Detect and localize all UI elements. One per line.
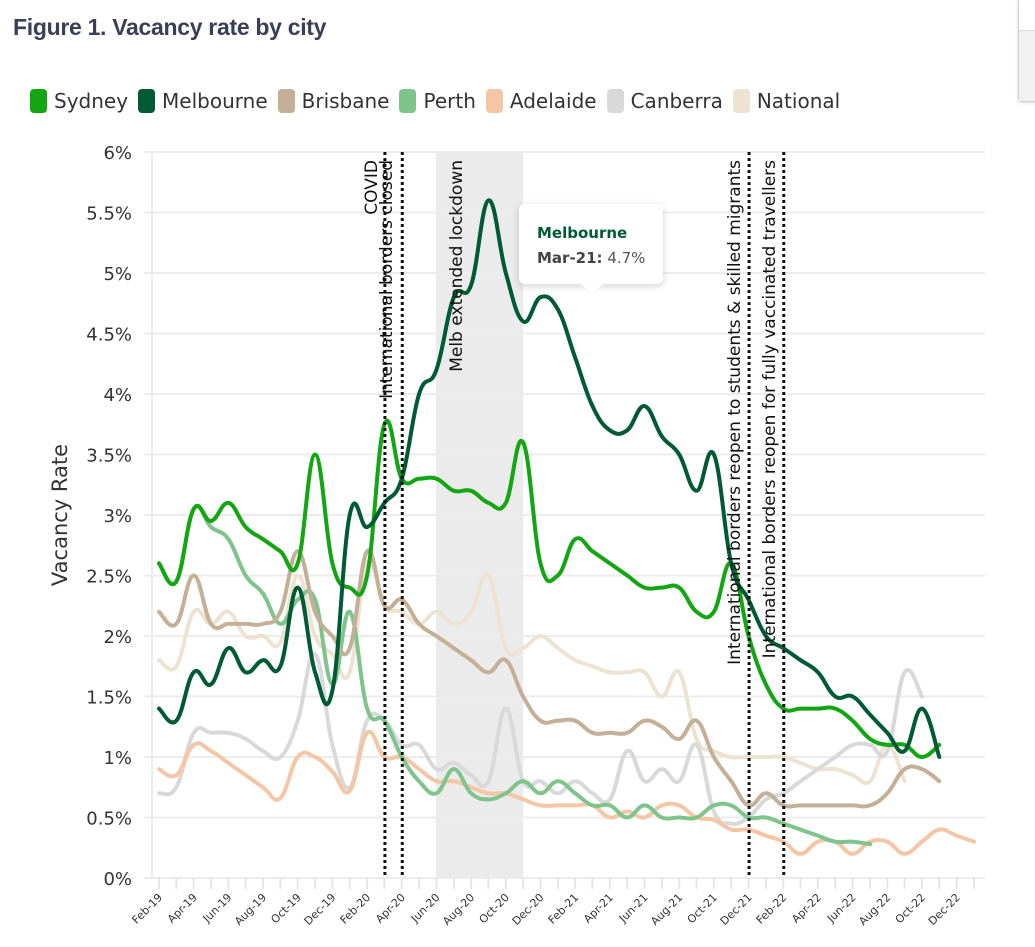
legend-swatch bbox=[30, 89, 47, 113]
x-tick-label: Jun-19 bbox=[200, 891, 235, 926]
legend-label: National bbox=[756, 89, 841, 113]
x-tick-label: Dec-22 bbox=[926, 891, 963, 928]
chart-title: Figure 1. Vacancy rate by city bbox=[13, 14, 327, 40]
legend-label: Melbourne bbox=[162, 89, 268, 113]
y-axis-title: Vacancy Rate bbox=[48, 444, 72, 586]
legend-item-melbourne[interactable]: Melbourne bbox=[138, 89, 268, 113]
legend-swatch bbox=[606, 89, 624, 113]
legend-swatch bbox=[138, 89, 156, 113]
x-tick-label: Oct-20 bbox=[477, 891, 512, 926]
series-line-national bbox=[157, 559, 907, 786]
annotation-label: International borders closed bbox=[377, 160, 397, 399]
legend-item-perth[interactable]: Perth bbox=[399, 89, 476, 113]
series-line-adelaide bbox=[157, 729, 976, 856]
legend-label: Perth bbox=[423, 89, 476, 113]
x-tick-label: Aug-19 bbox=[232, 891, 269, 928]
y-tick-label: 5% bbox=[103, 264, 132, 285]
y-tick-label: 0.5% bbox=[86, 809, 132, 830]
y-tick-label: 2.5% bbox=[86, 567, 132, 588]
x-tick-label: Oct-21 bbox=[685, 891, 720, 926]
x-tick-label: Apr-21 bbox=[581, 891, 616, 926]
legend-swatch bbox=[485, 89, 503, 113]
legend-item-sydney[interactable]: Sydney bbox=[30, 89, 128, 113]
legend-swatch bbox=[732, 89, 750, 113]
legend-item-adelaide[interactable]: Adelaide bbox=[485, 89, 597, 113]
annotation-label: COVID bbox=[362, 160, 382, 215]
tooltip-series: Melbourne bbox=[537, 224, 628, 242]
y-tick-label: 4.5% bbox=[86, 325, 132, 346]
x-tick-label: Feb-19 bbox=[129, 891, 165, 927]
x-tick-label: Feb-21 bbox=[546, 891, 582, 927]
y-tick-label: 3.5% bbox=[86, 446, 132, 467]
tooltip-value: 4.7% bbox=[607, 249, 646, 267]
y-tick-label: 0% bbox=[103, 869, 132, 890]
legend-label: Canberra bbox=[630, 89, 723, 113]
series-line-canberra bbox=[157, 652, 924, 826]
tooltip-label: Mar-21: bbox=[537, 249, 603, 267]
tooltip-value-line: Mar-21: 4.7% bbox=[537, 249, 645, 267]
annotation-label: International borders reopen for fully v… bbox=[760, 160, 780, 659]
x-tick-label: Aug-22 bbox=[856, 891, 893, 928]
tooltip: Melbourne Mar-21: 4.7% bbox=[519, 204, 663, 294]
legend-label: Adelaide bbox=[509, 89, 597, 113]
x-tick-label: Oct-22 bbox=[893, 891, 928, 926]
x-tick-label: Dec-20 bbox=[510, 891, 547, 928]
legend-swatch bbox=[277, 89, 295, 113]
x-tick-label: Dec-21 bbox=[718, 891, 755, 928]
legend-item-canberra[interactable]: Canberra bbox=[606, 89, 723, 113]
y-tick-label: 2% bbox=[103, 627, 132, 648]
x-tick-label: Jun-21 bbox=[616, 891, 651, 926]
x-tick-label: Apr-19 bbox=[165, 891, 200, 926]
y-tick-label: 1.5% bbox=[86, 688, 132, 709]
legend-swatch bbox=[399, 89, 417, 113]
legend-item-national[interactable]: National bbox=[732, 89, 841, 113]
x-tick-label: Aug-20 bbox=[440, 891, 477, 928]
x-tick-label: Feb-22 bbox=[754, 891, 790, 927]
x-tick-label: Oct-19 bbox=[268, 891, 303, 926]
x-tick-label: Feb-20 bbox=[338, 891, 374, 927]
series-line-melbourne bbox=[157, 198, 942, 759]
legend-item-brisbane[interactable]: Brisbane bbox=[277, 89, 390, 113]
x-tick-label: Jun-22 bbox=[824, 891, 859, 926]
x-tick-label: Apr-22 bbox=[789, 891, 824, 926]
legend-label: Brisbane bbox=[301, 89, 390, 113]
x-tick-label: Apr-20 bbox=[373, 891, 408, 926]
y-tick-label: 6% bbox=[103, 143, 132, 164]
x-tick-label: Jun-20 bbox=[408, 891, 443, 926]
legend-label: Sydney bbox=[54, 89, 129, 113]
series-line-sydney bbox=[157, 418, 942, 759]
annotation-band-label: Melb extended lockdown bbox=[447, 160, 467, 372]
x-tick-label: Dec-19 bbox=[302, 891, 339, 928]
y-tick-label: 5.5% bbox=[86, 204, 132, 225]
annotation-label: International borders reopen to students… bbox=[725, 160, 745, 665]
chart-menu-button[interactable] bbox=[1018, 0, 1035, 102]
x-tick-label: Aug-21 bbox=[648, 891, 685, 928]
legend: Sydney Melbourne Brisbane Perth Adelaide Canb… bbox=[30, 89, 850, 113]
series-line-brisbane bbox=[157, 548, 942, 809]
series-line-perth bbox=[157, 504, 872, 847]
y-tick-label: 4% bbox=[103, 385, 132, 406]
y-tick-label: 1% bbox=[103, 748, 132, 769]
y-tick-label: 3% bbox=[103, 506, 132, 527]
